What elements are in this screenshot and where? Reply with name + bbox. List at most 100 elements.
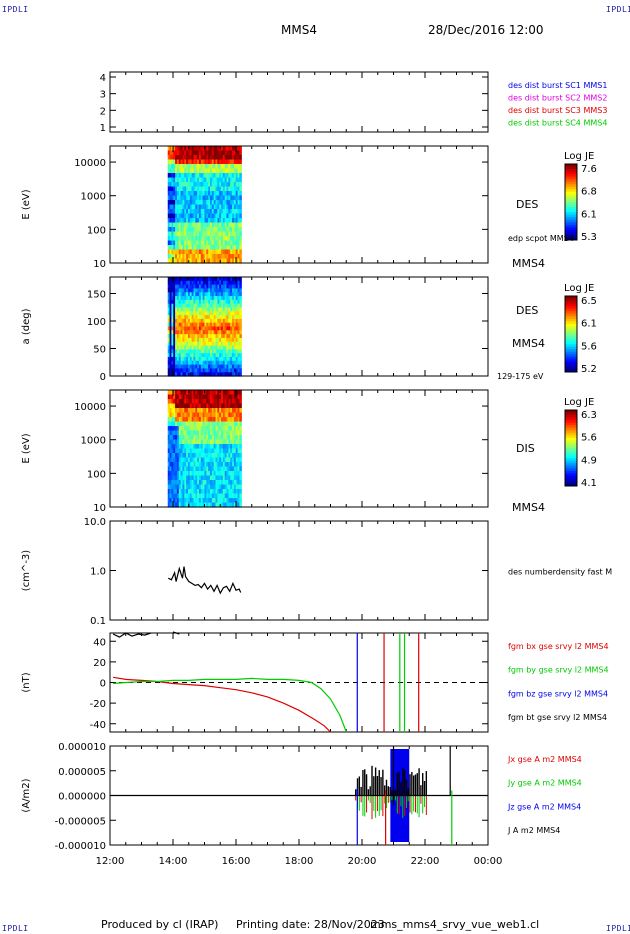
y-tick-label: 1.0 bbox=[90, 567, 106, 578]
colorbar-tick-label: 6.8 bbox=[581, 187, 597, 198]
spectrogram-cell bbox=[239, 485, 241, 490]
x-tick-label: 22:00 bbox=[411, 856, 440, 867]
legend-entry: fgm bt gse srvy l2 MMS4 bbox=[508, 713, 607, 722]
y-tick-label: 40 bbox=[93, 637, 106, 648]
corner-tag-bottom-right: IPDLI bbox=[606, 924, 630, 933]
x-tick-label: 14:00 bbox=[159, 856, 188, 867]
x-tick-label: 20:00 bbox=[348, 856, 377, 867]
spectrogram-cell bbox=[239, 151, 241, 156]
panel-frame-des_pitch bbox=[110, 277, 488, 376]
series-line bbox=[113, 678, 346, 732]
spectrogram-cell bbox=[239, 205, 241, 210]
legend-entry: des dist burst SC2 MMS2 bbox=[508, 94, 607, 103]
colorbar-tick-label: 6.5 bbox=[581, 296, 597, 307]
spectrogram-cell bbox=[239, 281, 241, 285]
spectrogram-cell bbox=[239, 494, 241, 499]
colorbar-title: Log JE bbox=[564, 283, 594, 294]
spectrogram-cell bbox=[239, 342, 241, 346]
spectrogram-cell bbox=[239, 449, 241, 454]
y-tick-label: 2 bbox=[100, 106, 106, 117]
y-tick-label: 100 bbox=[87, 317, 106, 328]
legend-entry: Jy gse A m2 MMS4 bbox=[507, 779, 582, 788]
legend-entry: Jx gse A m2 MMS4 bbox=[507, 755, 582, 764]
panel-side-label: edp scpot MMS4 bbox=[508, 234, 574, 243]
spectrogram-cell bbox=[239, 334, 241, 338]
spectrogram-cell bbox=[239, 408, 241, 413]
spectrogram-cell bbox=[239, 164, 241, 169]
panel-frame-density bbox=[110, 521, 488, 620]
spectrogram-cell bbox=[239, 453, 241, 458]
spectrogram-cell bbox=[239, 288, 241, 292]
spectrogram-cell bbox=[239, 476, 241, 481]
y-axis-label: E (eV) bbox=[21, 189, 32, 219]
spectrogram-cell bbox=[239, 285, 241, 289]
panel-side-label: 129-175 eV bbox=[497, 372, 544, 381]
y-tick-label: 0 bbox=[100, 372, 106, 383]
spectrogram-cell bbox=[239, 440, 241, 445]
panel-side-label: MMS4 bbox=[512, 337, 545, 350]
spectrogram-cell bbox=[239, 169, 241, 174]
spectrogram-cell bbox=[239, 353, 241, 357]
spectrogram-cell bbox=[239, 357, 241, 361]
spectrogram-cell bbox=[239, 200, 241, 205]
y-tick-label: 0.000005 bbox=[58, 767, 106, 778]
y-axis-label: (cm^-3) bbox=[21, 550, 32, 591]
y-tick-label: 50 bbox=[93, 345, 106, 356]
plot-page: IPDLI IPDLI MMS4 28/Dec/2016 12:00 1234d… bbox=[0, 0, 630, 934]
x-tick-label: 18:00 bbox=[285, 856, 314, 867]
y-tick-label: 0.1 bbox=[90, 616, 106, 627]
spectrogram-cell bbox=[239, 435, 241, 440]
spectrogram-cell bbox=[239, 218, 241, 223]
spectrogram-cell bbox=[239, 296, 241, 300]
y-axis-label: E (eV) bbox=[21, 433, 32, 463]
spectrogram-cell bbox=[239, 300, 241, 304]
x-tick-label: 00:00 bbox=[474, 856, 503, 867]
spectrogram-cell bbox=[239, 315, 241, 319]
y-tick-label: -40 bbox=[90, 720, 106, 731]
y-tick-label: -0.000010 bbox=[55, 841, 106, 852]
spectrogram-cell bbox=[239, 417, 241, 422]
spectrogram-cell bbox=[239, 365, 241, 369]
y-tick-label: 10000 bbox=[74, 402, 106, 413]
y-tick-label: 4 bbox=[100, 73, 106, 84]
y-tick-label: -0.000005 bbox=[55, 816, 106, 827]
spectrogram-cell bbox=[239, 422, 241, 427]
panel-frame-dis_energy bbox=[110, 390, 488, 507]
colorbar-tick-label: 6.1 bbox=[581, 319, 597, 330]
spectrogram-cell bbox=[239, 462, 241, 467]
y-axis-label: (nT) bbox=[21, 672, 32, 692]
legend-entry: fgm bz gse srvy l2 MMS4 bbox=[508, 689, 608, 698]
y-tick-label: 1 bbox=[100, 123, 106, 134]
colorbar-tick-label: 6.1 bbox=[581, 209, 597, 220]
spectrogram-cell bbox=[239, 426, 241, 431]
y-tick-label: 0.000000 bbox=[58, 792, 106, 803]
spectrogram-cell bbox=[239, 319, 241, 323]
y-axis-label: (A/m2) bbox=[21, 778, 32, 812]
spectrogram-cell bbox=[239, 395, 241, 400]
y-tick-label: 20 bbox=[93, 658, 106, 669]
spectrogram-cell bbox=[239, 160, 241, 165]
spectrogram-cell bbox=[239, 223, 241, 228]
footer-printing-date: Printing date: 28/Nov/2023 bbox=[236, 918, 385, 931]
spectrogram-cell bbox=[239, 173, 241, 178]
legend-entry: des dist burst SC1 MMS1 bbox=[508, 81, 607, 90]
colorbar-tick-label: 4.9 bbox=[581, 455, 597, 466]
spectrogram-cell bbox=[239, 227, 241, 232]
stacked-time-series-plots: 1234des dist burst SC1 MMS1des dist burs… bbox=[0, 0, 630, 934]
corner-tag-bottom-left: IPDLI bbox=[2, 924, 29, 933]
panel-side-label: DIS bbox=[516, 442, 535, 455]
spectrogram-cell bbox=[239, 254, 241, 259]
spectrogram-cell bbox=[239, 404, 241, 409]
y-tick-label: 100 bbox=[87, 469, 106, 480]
spectrogram-cell bbox=[239, 413, 241, 418]
spectrogram-cell bbox=[239, 178, 241, 183]
spectrogram-cell bbox=[239, 471, 241, 476]
spectrogram-cell bbox=[239, 444, 241, 449]
panel-side-label: MMS4 bbox=[512, 501, 545, 514]
spectrogram-cell bbox=[239, 431, 241, 436]
spectrogram-cell bbox=[239, 311, 241, 315]
colorbar-tick-label: 7.6 bbox=[581, 164, 597, 175]
spectrogram-cell bbox=[239, 390, 241, 395]
spectrogram-cell bbox=[239, 187, 241, 192]
legend-entry: fgm by gse srvy l2 MMS4 bbox=[508, 666, 609, 675]
